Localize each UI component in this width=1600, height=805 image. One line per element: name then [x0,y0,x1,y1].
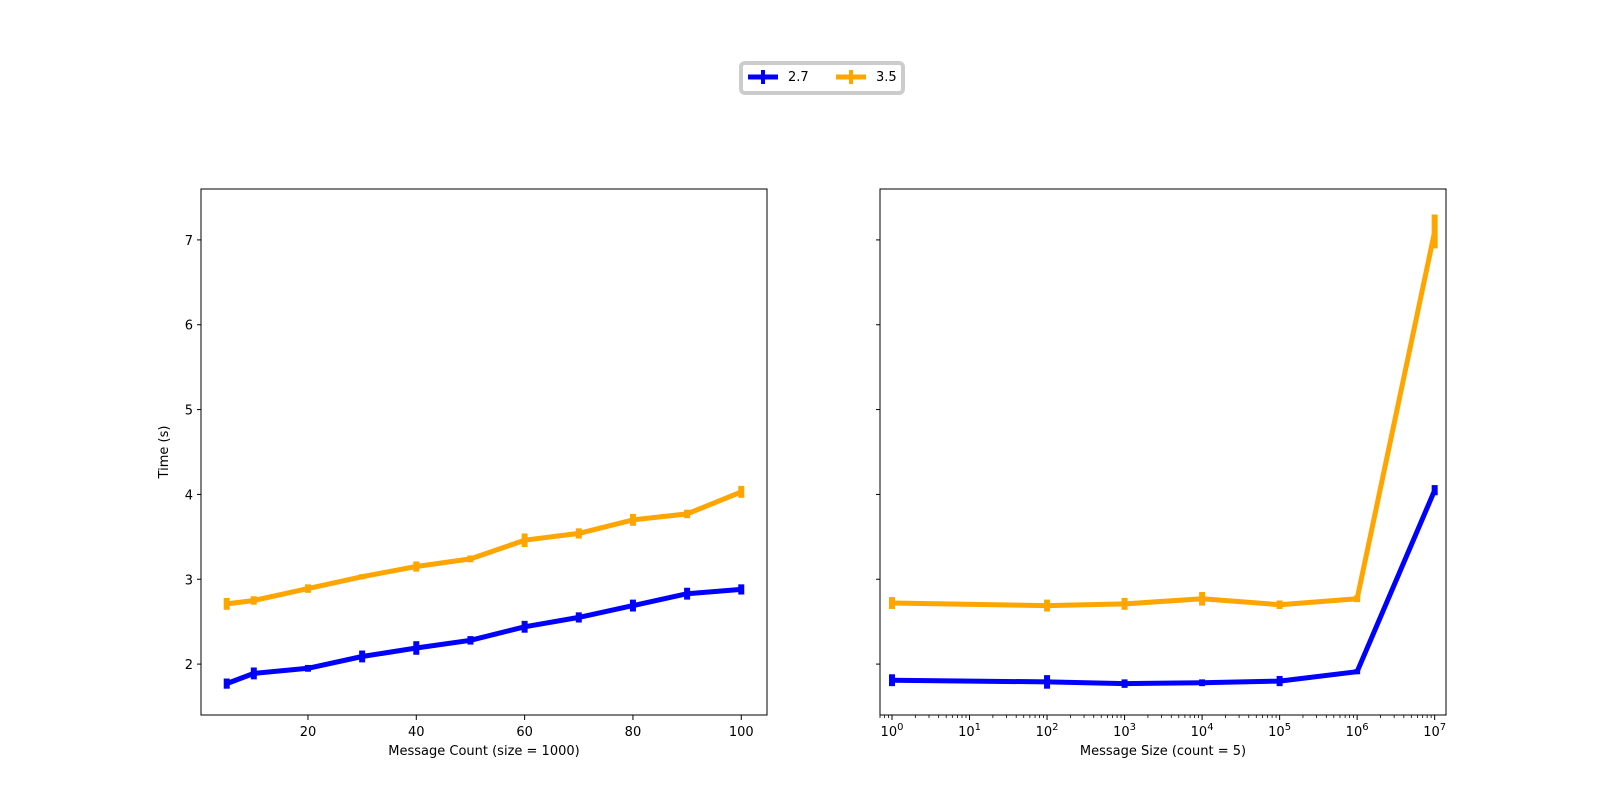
x-tick-label: 40 [408,725,425,740]
data-point-2-7 [738,586,744,592]
data-point-3-5 [359,574,365,580]
data-point-3-5 [1199,596,1205,602]
data-point-2-7 [1277,678,1283,684]
y-tick-label: 3 [185,573,193,588]
x-tick-label: 106 [1346,722,1369,740]
data-point-3-5 [1354,596,1360,602]
y-tick-label: 5 [185,404,193,419]
plot-frame [200,188,768,716]
data-point-3-5 [305,586,311,592]
data-point-3-5 [738,489,744,495]
series-line-2-7 [225,586,742,686]
legend-label-2-7: 2.7 [788,70,809,85]
x-tick-label: 60 [516,725,533,740]
data-point-2-7 [630,603,636,609]
data-point-3-5 [684,511,690,517]
data-point-2-7 [251,670,257,676]
x-tick-label: 100 [729,725,754,740]
x-tick-label: 80 [625,725,642,740]
x-tick-label: 101 [958,722,981,740]
data-point-3-5 [467,556,473,562]
x-axis-label: Message Size (count = 5) [1080,744,1246,759]
x-tick-label: 20 [300,725,317,740]
x-tick-label: 107 [1423,722,1446,740]
plot-frame [879,188,1447,716]
y-tick-label: 6 [185,319,193,334]
data-point-3-5 [576,530,582,536]
data-point-2-7 [522,624,528,630]
plot-panel-2: 100 101 102 103 104 105 106 107 Message Size (co… [876,188,1447,759]
y-tick-label: 2 [185,658,193,673]
data-point-3-5 [413,564,419,570]
data-point-3-5 [1122,601,1128,607]
legend-label-3-5: 3.5 [876,70,897,85]
x-tick-label: 103 [1113,722,1136,740]
data-point-2-7 [1044,679,1050,685]
legend: 2.7 3.5 [739,61,905,95]
x-axis-label: Message Count (size = 1000) [388,744,579,759]
data-point-2-7 [1122,681,1128,687]
data-point-2-7 [576,614,582,620]
data-point-3-5 [630,517,636,523]
data-point-3-5 [1277,602,1283,608]
data-point-3-5 [224,601,230,607]
data-point-2-7 [1354,669,1360,675]
data-point-2-7 [1199,680,1205,686]
data-point-2-7 [467,637,473,643]
data-point-2-7 [413,645,419,651]
data-point-2-7 [889,677,895,683]
x-tick-label: 100 [881,722,904,740]
y-tick-label: 7 [185,234,193,249]
x-tick-label: 102 [1036,722,1059,740]
x-tick-label: 105 [1268,722,1291,740]
data-point-2-7 [684,591,690,597]
data-point-3-5 [522,537,528,543]
data-point-2-7 [359,653,365,659]
data-point-3-5 [1432,228,1438,234]
data-point-2-7 [1432,487,1438,493]
data-point-3-5 [251,597,257,603]
x-tick-label: 104 [1191,722,1214,740]
plot-panel-1: 2 3 4 5 6 7 20 40 60 80 100 Message Count (size = 1… [157,188,768,759]
y-axis-label: Time (s) [157,426,172,480]
data-point-3-5 [1044,603,1050,609]
data-point-2-7 [305,665,311,671]
series-line-3-5 [226,489,743,607]
series-line-3-5 [891,230,1438,609]
y-tick-label: 4 [185,488,193,503]
series-line-2-7 [891,489,1437,687]
data-point-3-5 [889,600,895,606]
legend-box [739,61,905,95]
data-point-2-7 [224,681,230,687]
